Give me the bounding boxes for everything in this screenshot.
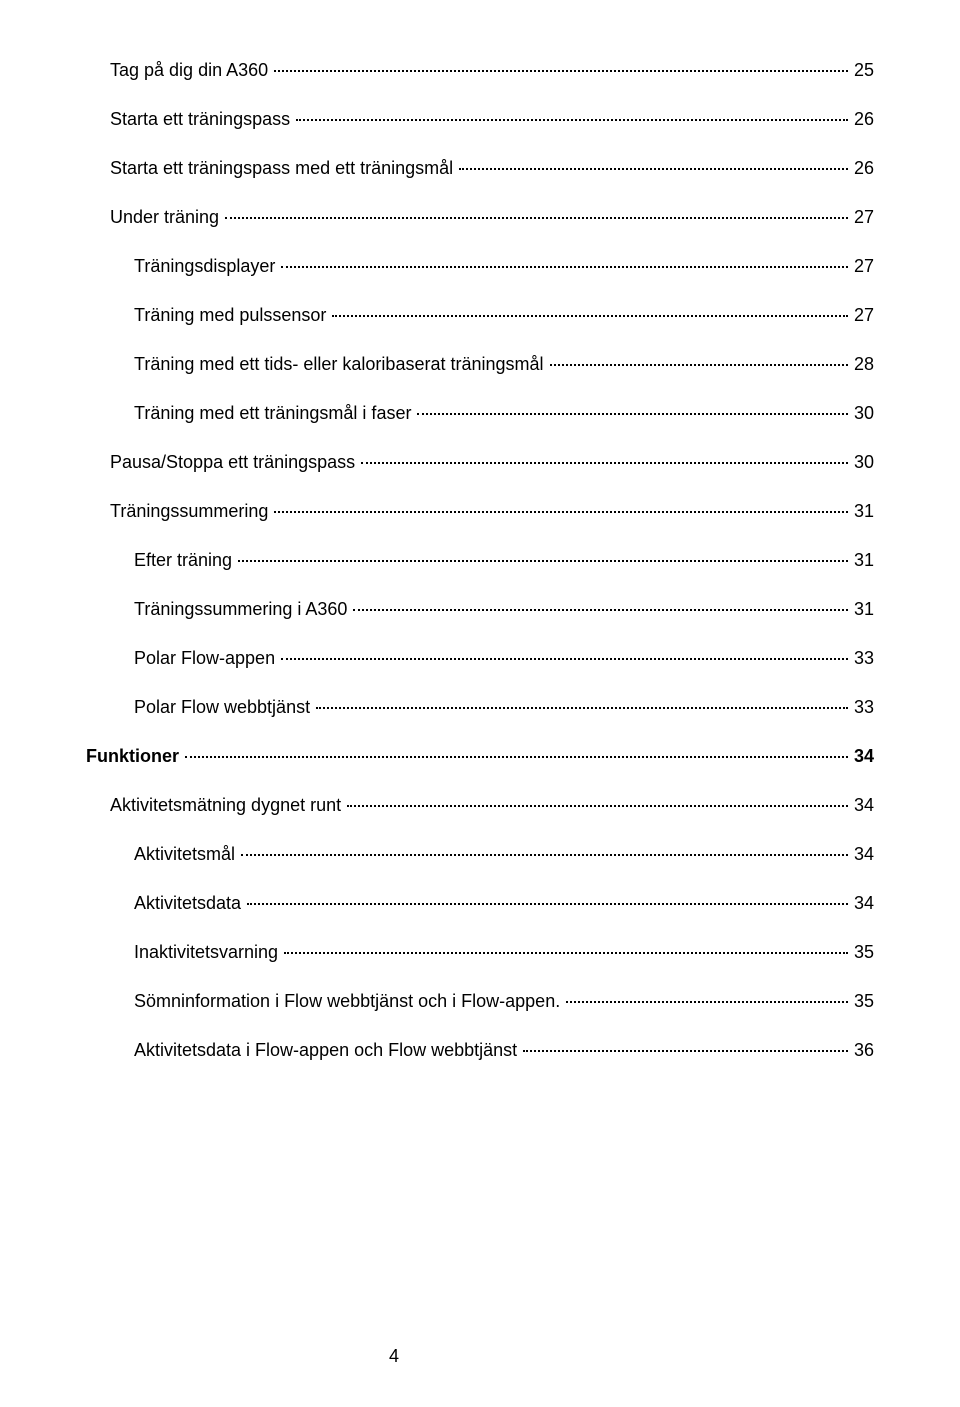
toc-entry-label: Starta ett träningspass — [110, 109, 294, 130]
toc-entry-label: Aktivitetsdata i Flow-appen och Flow web… — [134, 1040, 521, 1061]
toc-entry-page: 26 — [850, 158, 874, 179]
toc-entry-page: 34 — [850, 746, 874, 767]
toc-leader-dots — [316, 707, 848, 709]
toc-entry-page: 31 — [850, 550, 874, 571]
toc-leader-dots — [238, 560, 848, 562]
toc-entry[interactable]: Under träning 27 — [86, 207, 874, 228]
toc-entry[interactable]: Polar Flow-appen 33 — [86, 648, 874, 669]
toc-entry[interactable]: Träning med pulssensor 27 — [86, 305, 874, 326]
toc-leader-dots — [550, 364, 848, 366]
toc-leader-dots — [459, 168, 848, 170]
toc-leader-dots — [353, 609, 848, 611]
page-number: 4 — [0, 1346, 874, 1367]
toc-entry[interactable]: Aktivitetsdata i Flow-appen och Flow web… — [86, 1040, 874, 1061]
toc-entry-page: 31 — [850, 599, 874, 620]
toc-leader-dots — [274, 70, 848, 72]
toc-leader-dots — [281, 658, 848, 660]
toc-entry-label: Aktivitetsdata — [134, 893, 245, 914]
toc-entry[interactable]: Träning med ett träningsmål i faser 30 — [86, 403, 874, 424]
toc-entry-label: Träningssummering i A360 — [134, 599, 351, 620]
toc-leader-dots — [361, 462, 848, 464]
toc-leader-dots — [566, 1001, 848, 1003]
toc-entry[interactable]: Tag på dig din A360 25 — [86, 60, 874, 81]
toc-entry-label: Starta ett träningspass med ett tränings… — [110, 158, 457, 179]
toc-entry-page: 33 — [850, 697, 874, 718]
toc-entry-page: 28 — [850, 354, 874, 375]
toc-entry-page: 31 — [850, 501, 874, 522]
toc-entry-page: 27 — [850, 207, 874, 228]
toc-leader-dots — [347, 805, 848, 807]
toc-entry[interactable]: Träningssummering 31 — [86, 501, 874, 522]
toc-entry[interactable]: Sömninformation i Flow webbtjänst och i … — [86, 991, 874, 1012]
toc-entry[interactable]: Träningsdisplayer 27 — [86, 256, 874, 277]
toc-leader-dots — [274, 511, 848, 513]
toc-leader-dots — [332, 315, 848, 317]
toc-entry-label: Under träning — [110, 207, 223, 228]
toc-entry[interactable]: Funktioner 34 — [86, 746, 874, 767]
toc-entry-page: 33 — [850, 648, 874, 669]
toc-entry-label: Träningsdisplayer — [134, 256, 279, 277]
toc-leader-dots — [281, 266, 848, 268]
toc-leader-dots — [241, 854, 848, 856]
toc-entry[interactable]: Polar Flow webbtjänst 33 — [86, 697, 874, 718]
toc-entry-page: 36 — [850, 1040, 874, 1061]
toc-leader-dots — [185, 756, 848, 758]
toc-entry-label: Sömninformation i Flow webbtjänst och i … — [134, 991, 564, 1012]
toc-entry-page: 27 — [850, 256, 874, 277]
toc-entry-label: Träning med ett tids- eller kaloribasera… — [134, 354, 548, 375]
toc-leader-dots — [523, 1050, 848, 1052]
toc-entry-page: 27 — [850, 305, 874, 326]
toc-entry[interactable]: Starta ett träningspass med ett tränings… — [86, 158, 874, 179]
toc-leader-dots — [296, 119, 848, 121]
toc-entry-label: Tag på dig din A360 — [110, 60, 272, 81]
toc-entry[interactable]: Pausa/Stoppa ett träningspass 30 — [86, 452, 874, 473]
toc-entry[interactable]: Aktivitetsdata 34 — [86, 893, 874, 914]
toc-leader-dots — [417, 413, 848, 415]
toc-entry-label: Träningssummering — [110, 501, 272, 522]
toc-entry[interactable]: Efter träning 31 — [86, 550, 874, 571]
toc-entry-label: Polar Flow-appen — [134, 648, 279, 669]
toc-leader-dots — [284, 952, 848, 954]
toc-entry-label: Träning med ett träningsmål i faser — [134, 403, 415, 424]
toc-entry-page: 34 — [850, 795, 874, 816]
toc-entry-label: Träning med pulssensor — [134, 305, 330, 326]
toc-entry-page: 30 — [850, 452, 874, 473]
toc-entry[interactable]: Starta ett träningspass 26 — [86, 109, 874, 130]
toc-entry-page: 35 — [850, 991, 874, 1012]
table-of-contents: Tag på dig din A360 25 Starta ett tränings… — [86, 60, 874, 1061]
toc-entry-label: Polar Flow webbtjänst — [134, 697, 314, 718]
toc-entry[interactable]: Träningssummering i A360 31 — [86, 599, 874, 620]
toc-leader-dots — [225, 217, 848, 219]
toc-entry[interactable]: Träning med ett tids- eller kaloribasera… — [86, 354, 874, 375]
toc-entry-page: 34 — [850, 844, 874, 865]
toc-entry-label: Aktivitetsmål — [134, 844, 239, 865]
toc-entry-label: Aktivitetsmätning dygnet runt — [110, 795, 345, 816]
toc-entry-page: 30 — [850, 403, 874, 424]
toc-leader-dots — [247, 903, 848, 905]
toc-entry-label: Efter träning — [134, 550, 236, 571]
toc-entry-page: 25 — [850, 60, 874, 81]
toc-entry[interactable]: Aktivitetsmål 34 — [86, 844, 874, 865]
toc-entry-label: Pausa/Stoppa ett träningspass — [110, 452, 359, 473]
toc-entry-label: Inaktivitetsvarning — [134, 942, 282, 963]
toc-entry-label: Funktioner — [86, 746, 183, 767]
toc-entry-page: 34 — [850, 893, 874, 914]
toc-entry-page: 26 — [850, 109, 874, 130]
toc-entry[interactable]: Inaktivitetsvarning 35 — [86, 942, 874, 963]
toc-entry[interactable]: Aktivitetsmätning dygnet runt 34 — [86, 795, 874, 816]
toc-entry-page: 35 — [850, 942, 874, 963]
